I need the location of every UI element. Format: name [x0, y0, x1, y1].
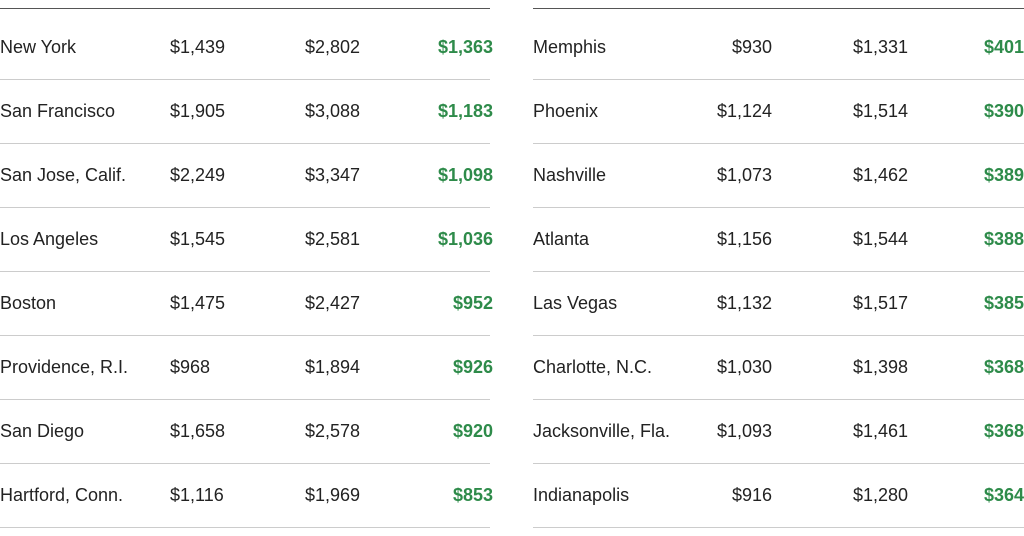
- city-name-cell: New York: [0, 37, 77, 57]
- value-cell-a: $916: [731, 485, 772, 505]
- difference-cell: $368: [983, 357, 1024, 377]
- table-row: Hartford, Conn. $1,116 $1,969 $853: [0, 464, 493, 528]
- table-top-rule: [0, 8, 490, 9]
- value-cell-a: $1,439: [170, 37, 226, 57]
- value-cell-a: $1,475: [170, 293, 226, 313]
- difference-cell: $1,098: [437, 165, 493, 185]
- table-top-rule: [533, 8, 1024, 9]
- difference-cell: $1,363: [437, 37, 493, 57]
- city-name-cell: Hartford, Conn.: [0, 485, 124, 505]
- difference-cell: $926: [452, 357, 493, 377]
- table-row: New York $1,439 $2,802 $1,363: [0, 16, 493, 80]
- value-cell-b: $2,581: [305, 229, 361, 249]
- table-row: Charlotte, N.C. $1,030 $1,398 $368: [533, 336, 1024, 400]
- table-row: Los Angeles $1,545 $2,581 $1,036: [0, 208, 493, 272]
- difference-cell: $368: [983, 421, 1024, 441]
- value-cell-a: $1,545: [170, 229, 226, 249]
- value-cell-b: $1,461: [852, 421, 908, 441]
- difference-cell: $390: [983, 101, 1024, 121]
- difference-cell: $853: [452, 485, 493, 505]
- difference-cell: $401: [983, 37, 1024, 57]
- difference-cell: $1,036: [437, 229, 493, 249]
- table-row: Atlanta $1,156 $1,544 $388: [533, 208, 1024, 272]
- value-cell-a: $1,658: [170, 421, 226, 441]
- difference-cell: $388: [983, 229, 1024, 249]
- city-name-cell: Charlotte, N.C.: [533, 357, 653, 377]
- value-cell-b: $1,544: [852, 229, 908, 249]
- table-row: Indianapolis $916 $1,280 $364: [533, 464, 1024, 528]
- value-cell-a: $1,132: [716, 293, 772, 313]
- value-cell-a: $2,249: [170, 165, 226, 185]
- table-row: San Diego $1,658 $2,578 $920: [0, 400, 493, 464]
- city-name-cell: Indianapolis: [533, 485, 630, 505]
- value-cell-a: $1,030: [716, 357, 772, 377]
- table-row: Memphis $930 $1,331 $401: [533, 16, 1024, 80]
- table-row: San Francisco $1,905 $3,088 $1,183: [0, 80, 493, 144]
- value-cell-b: $1,514: [852, 101, 908, 121]
- difference-cell: $389: [983, 165, 1024, 185]
- difference-cell: $385: [983, 293, 1024, 313]
- city-name-cell: San Diego: [0, 421, 85, 441]
- value-cell-b: $2,427: [305, 293, 361, 313]
- difference-cell: $1,183: [437, 101, 493, 121]
- value-cell-b: $1,894: [305, 357, 361, 377]
- city-name-cell: Providence, R.I.: [0, 357, 129, 377]
- difference-cell: $952: [452, 293, 493, 313]
- value-cell-b: $1,462: [852, 165, 908, 185]
- table-row: San Jose, Calif. $2,249 $3,347 $1,098: [0, 144, 493, 208]
- city-name-cell: Memphis: [533, 37, 607, 57]
- value-cell-b: $3,088: [305, 101, 361, 121]
- city-name-cell: San Jose, Calif.: [0, 165, 127, 185]
- table-rows: New York $1,439 $2,802 $1,363 San Francisco $…: [0, 16, 493, 528]
- city-name-cell: Jacksonville, Fla.: [533, 421, 671, 441]
- value-cell-a: $1,073: [716, 165, 772, 185]
- city-name-cell: San Francisco: [0, 101, 116, 121]
- value-cell-a: $1,116: [170, 485, 224, 505]
- value-cell-b: $1,517: [852, 293, 908, 313]
- value-cell-a: $1,156: [716, 229, 772, 249]
- city-name-cell: Los Angeles: [0, 229, 99, 249]
- city-name-cell: Nashville: [533, 165, 607, 185]
- value-cell-a: $1,093: [716, 421, 772, 441]
- city-name-cell: Boston: [0, 293, 57, 313]
- table-row: Phoenix $1,124 $1,514 $390: [533, 80, 1024, 144]
- city-name-cell: Las Vegas: [533, 293, 618, 313]
- table-row: Las Vegas $1,132 $1,517 $385: [533, 272, 1024, 336]
- table-row: Providence, R.I. $968 $1,894 $926: [0, 336, 493, 400]
- city-name-cell: Atlanta: [533, 229, 590, 249]
- table-rows: Memphis $930 $1,331 $401 Phoenix $1,124 $1,514…: [533, 16, 1024, 528]
- value-cell-b: $1,331: [852, 37, 908, 57]
- table-row: Jacksonville, Fla. $1,093 $1,461 $368: [533, 400, 1024, 464]
- table-row: Nashville $1,073 $1,462 $389: [533, 144, 1024, 208]
- value-cell-b: $3,347: [305, 165, 361, 185]
- difference-cell: $920: [452, 421, 493, 441]
- value-cell-a: $1,124: [716, 101, 772, 121]
- value-cell-a: $968: [170, 357, 211, 377]
- value-cell-b: $1,280: [852, 485, 908, 505]
- value-cell-b: $1,969: [305, 485, 361, 505]
- value-cell-a: $1,905: [170, 101, 226, 121]
- table-row: Boston $1,475 $2,427 $952: [0, 272, 493, 336]
- value-cell-b: $1,398: [852, 357, 908, 377]
- value-cell-b: $2,802: [305, 37, 361, 57]
- city-name-cell: Phoenix: [533, 101, 599, 121]
- value-cell-b: $2,578: [305, 421, 361, 441]
- value-cell-a: $930: [731, 37, 772, 57]
- difference-cell: $364: [983, 485, 1024, 505]
